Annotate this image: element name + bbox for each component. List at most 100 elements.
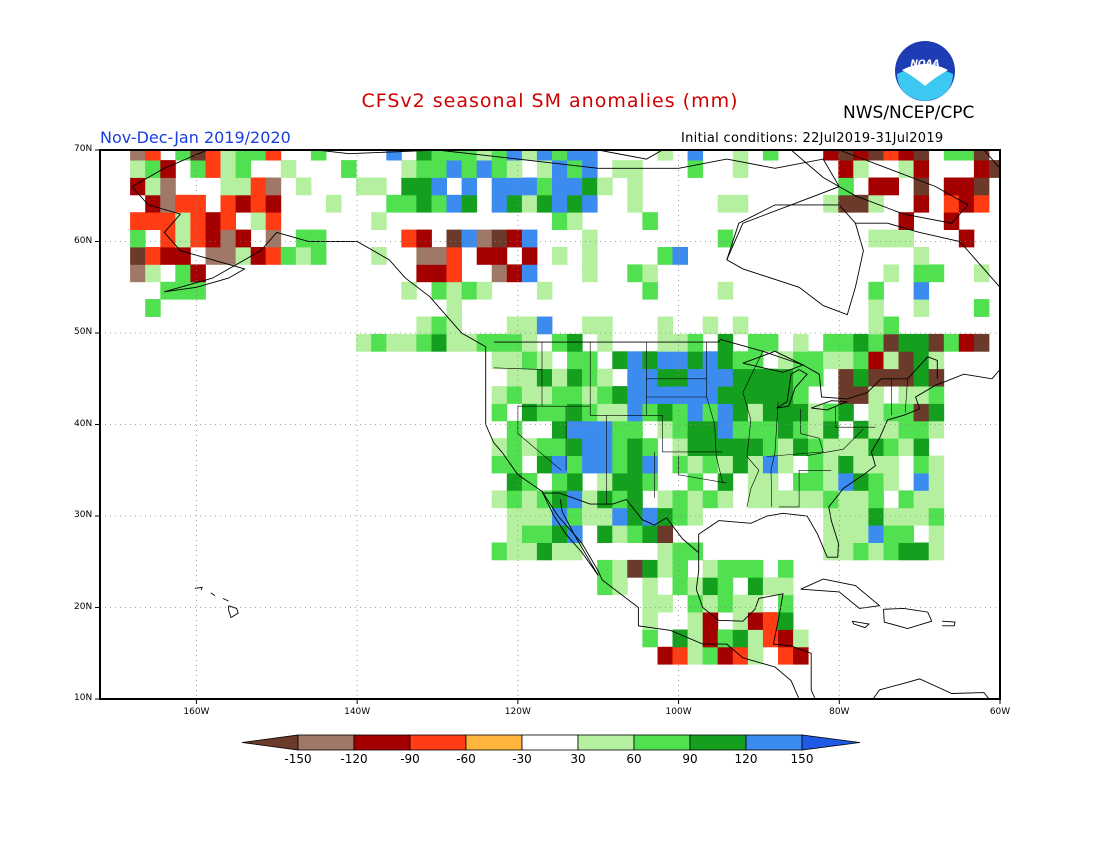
- anomaly-cell: [702, 629, 719, 648]
- colorbar-label: 120: [734, 752, 758, 766]
- anomaly-cell: [687, 473, 704, 491]
- anomaly-cell: [823, 525, 839, 543]
- anomaly-cell: [823, 150, 839, 161]
- anomaly-cell: [597, 455, 613, 474]
- coastline: [228, 605, 239, 619]
- anomaly-cell: [506, 333, 523, 352]
- anomaly-cell: [220, 212, 236, 230]
- anomaly-cell: [958, 177, 975, 196]
- anomaly-cell: [883, 420, 899, 439]
- anomaly-cell: [145, 194, 161, 213]
- anomaly-cell: [506, 386, 523, 404]
- anomaly-cell: [220, 194, 236, 213]
- anomaly-cell: [928, 525, 945, 543]
- anomaly-cell: [416, 247, 432, 265]
- anomaly-cell: [943, 150, 960, 161]
- coastline: [800, 578, 881, 609]
- graticule: [100, 150, 1000, 699]
- noaa-logo: NOAA: [895, 41, 955, 101]
- anomaly-cell: [973, 177, 990, 196]
- anomaly-cell: [371, 212, 387, 230]
- anomaly-cell: [762, 368, 779, 387]
- coastline: [790, 150, 969, 224]
- anomaly-cell: [536, 160, 553, 178]
- anomaly-cell: [235, 194, 252, 213]
- anomaly-cell: [265, 247, 282, 265]
- anomaly-cell: [205, 160, 221, 178]
- anomaly-cell: [567, 525, 583, 543]
- anomaly-cell: [898, 438, 914, 456]
- anomaly-cell: [506, 490, 523, 509]
- state-border: [904, 378, 908, 413]
- anomaly-cell: [220, 160, 236, 178]
- anomaly-cell: [838, 542, 854, 561]
- anomaly-cell: [597, 386, 613, 404]
- anomaly-cell: [265, 150, 282, 161]
- anomaly-cell: [808, 473, 824, 491]
- anomaly-cell: [778, 403, 794, 422]
- anomaly-cell: [808, 490, 824, 509]
- anomaly-cell: [883, 316, 899, 335]
- anomaly-cell: [582, 160, 598, 178]
- anomaly-cell: [717, 194, 734, 213]
- anomaly-cell: [491, 403, 508, 422]
- anomaly-cell: [627, 177, 643, 196]
- anomaly-cell: [521, 525, 538, 543]
- anomaly-cell: [853, 490, 869, 509]
- anomaly-cell: [642, 455, 658, 474]
- anomaly-cell: [401, 229, 417, 248]
- anomaly-cell: [145, 177, 161, 196]
- anomaly-cell: [416, 264, 432, 283]
- logo-text: NOAA: [910, 59, 939, 69]
- anomaly-cell: [868, 150, 884, 161]
- anomaly-cell: [868, 351, 884, 370]
- anomaly-cell: [461, 229, 478, 248]
- colorbar-segment: [297, 734, 355, 751]
- anomaly-cell: [627, 386, 643, 404]
- anomaly-cell: [642, 212, 658, 230]
- anomaly-cell: [567, 386, 583, 404]
- colorbar-segment: [745, 734, 803, 751]
- anomaly-cell: [431, 150, 447, 161]
- anomaly-cell: [732, 386, 749, 404]
- anomaly-cell: [838, 490, 854, 509]
- colorbar-label: -60: [456, 752, 476, 766]
- anomaly-cell: [672, 438, 688, 456]
- anomaly-cell: [898, 160, 914, 178]
- anomaly-cell: [552, 438, 568, 456]
- state-border: [770, 401, 779, 507]
- anomaly-cell: [521, 194, 538, 213]
- anomaly-cell: [747, 333, 764, 352]
- anomaly-cell: [838, 386, 854, 404]
- anomaly-cell: [838, 177, 854, 196]
- anomaly-cell: [612, 438, 628, 456]
- anomaly-cell: [928, 507, 945, 526]
- anomaly-cell: [190, 150, 206, 161]
- anomaly-cell: [627, 559, 643, 578]
- colorbar-label: 150: [790, 752, 814, 766]
- anomaly-cell: [672, 333, 688, 352]
- colorbar-label: -150: [284, 752, 312, 766]
- anomaly-cell: [295, 229, 312, 248]
- anomaly-cell: [567, 438, 583, 456]
- anomaly-cell: [552, 194, 568, 213]
- anomaly-cell: [672, 542, 688, 561]
- anomaly-cell: [627, 420, 643, 439]
- anomaly-cell: [973, 264, 990, 283]
- anomaly-cell: [567, 473, 583, 491]
- anomaly-cell: [642, 525, 658, 543]
- anomaly-cell: [160, 194, 176, 213]
- anomaly-cell: [898, 542, 914, 561]
- anomaly-cell: [717, 577, 734, 596]
- coastline: [131, 150, 1000, 316]
- anomaly-cell: [642, 594, 658, 613]
- anomaly-cell: [521, 438, 538, 456]
- anomaly-cell: [657, 525, 673, 543]
- anomaly-cell: [506, 194, 523, 213]
- anomaly-cell: [552, 368, 568, 387]
- anomaly-cell: [552, 473, 568, 491]
- anomaly-cell: [401, 160, 417, 178]
- anomaly-cell: [582, 386, 598, 404]
- anomaly-cell: [762, 438, 779, 456]
- anomaly-cell: [868, 455, 884, 474]
